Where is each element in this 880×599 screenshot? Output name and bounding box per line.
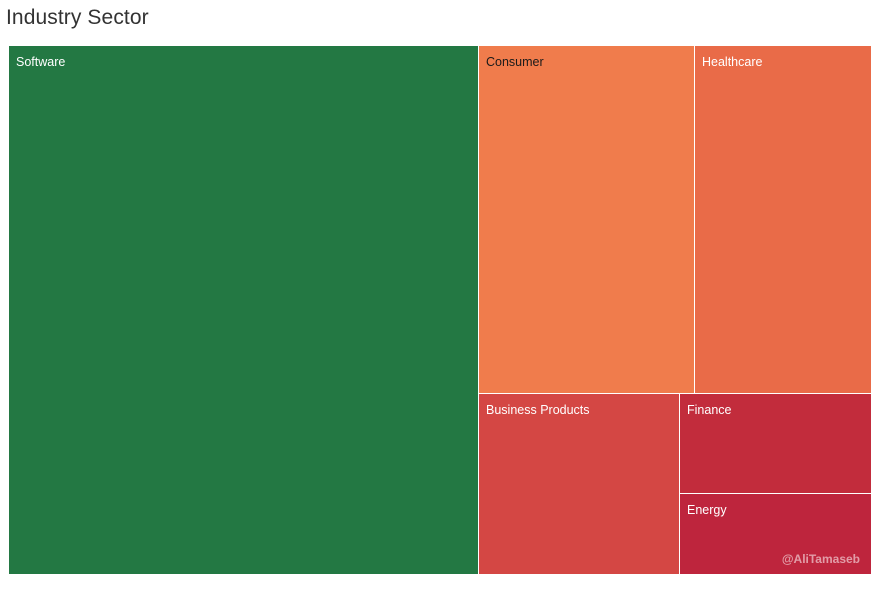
treemap-tile-finance[interactable]: Finance [680, 394, 871, 493]
tile-label-consumer: Consumer [486, 55, 544, 69]
tile-label-software: Software [16, 55, 66, 69]
tile-label-energy: Energy [687, 503, 727, 517]
treemap-tile-business-products[interactable]: Business Products [479, 394, 679, 574]
tile-label-finance: Finance [687, 403, 732, 417]
treemap-tile-healthcare[interactable]: Healthcare [695, 46, 871, 393]
treemap-tile-consumer[interactable]: Consumer [479, 46, 694, 393]
treemap-tile-software[interactable]: Software [9, 46, 478, 574]
watermark: @AliTamaseb [781, 552, 860, 566]
tile-label-healthcare: Healthcare [702, 55, 763, 69]
tile-label-business-products: Business Products [486, 403, 590, 417]
chart-title: Industry Sector [6, 6, 149, 29]
treemap-tile-energy[interactable]: Energy [680, 494, 871, 574]
